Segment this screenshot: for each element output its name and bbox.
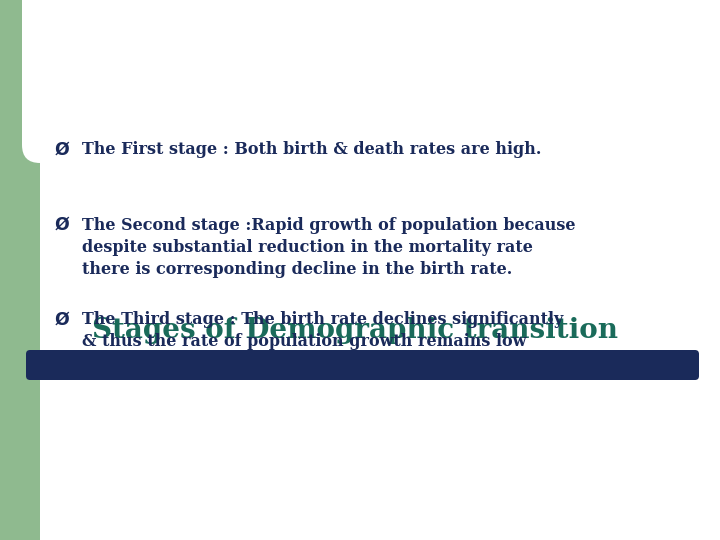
Text: Ø: Ø (55, 311, 69, 329)
Text: Ø: Ø (55, 141, 69, 159)
Text: there is corresponding decline in the birth rate.: there is corresponding decline in the bi… (82, 260, 512, 278)
Bar (0, 0, 40, 540)
Text: Stages of Demographic transition: Stages of Demographic transition (92, 316, 618, 343)
Bar (0, 0, 175, 145)
Text: despite substantial reduction in the mortality rate: despite substantial reduction in the mor… (82, 239, 533, 255)
FancyBboxPatch shape (22, 0, 223, 163)
FancyBboxPatch shape (26, 350, 699, 380)
Text: The Third stage : The birth rate declines significantly: The Third stage : The birth rate decline… (82, 312, 563, 328)
Text: Ø: Ø (55, 216, 69, 234)
Text: The Second stage :Rapid growth of population because: The Second stage :Rapid growth of popula… (82, 217, 575, 233)
Text: & thus the rate of population growth remains low: & thus the rate of population growth rem… (82, 334, 526, 350)
Text: The First stage : Both birth & death rates are high.: The First stage : Both birth & death rat… (82, 141, 541, 159)
